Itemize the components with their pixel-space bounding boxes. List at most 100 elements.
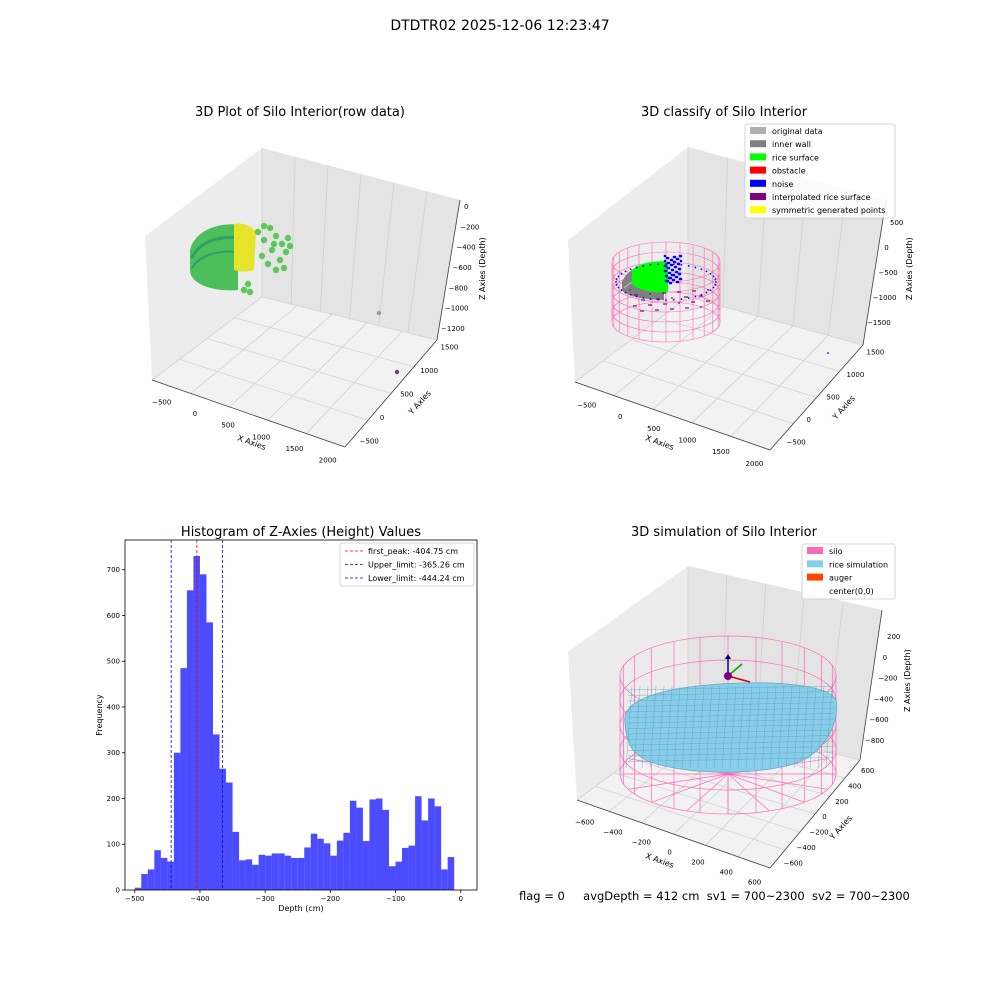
raw-outlier-point: [394, 369, 400, 375]
histogram-bar: [343, 832, 350, 890]
status-avg-depth: avgDepth = 412 cm: [583, 889, 700, 903]
gridline: [632, 758, 816, 815]
classify-noise-point: [678, 254, 682, 258]
gridline: [378, 182, 395, 326]
panel-simulation: 3D simulation of Silo Interior −600 −400 −…: [568, 525, 912, 887]
classify-noise-outlier: [827, 352, 829, 354]
panel-raw-title: 3D Plot of Silo Interior(row data): [195, 105, 405, 120]
classify-noise-point: [665, 256, 669, 260]
histogram-bar: [239, 860, 246, 890]
histogram-x-tick-label: −200: [321, 895, 340, 903]
classify-interpolated-point: [671, 297, 673, 299]
histogram-y-tick-label: 700: [107, 566, 120, 574]
classify-noise-point: [673, 265, 677, 269]
raw-x-tick-label: 1500: [286, 445, 304, 453]
raw-x-tick-label: 0: [193, 410, 197, 418]
classify-interpolated-point: [641, 299, 643, 301]
gridline: [659, 317, 840, 372]
simulation-z-tick-label: 200: [887, 633, 900, 641]
simulation-x-tick-label: −600: [575, 819, 594, 827]
histogram-bar: [408, 845, 416, 890]
histogram-bars: [134, 556, 455, 890]
classify-noise-point: [667, 276, 671, 280]
raw-cloud-stripe: [190, 236, 237, 259]
classify-interpolated-point: [691, 301, 693, 303]
classify-z-tick-label: 500: [890, 219, 903, 227]
raw-z-label: Z Axies (Depth): [478, 237, 487, 300]
simulation-x-tick-label: 200: [691, 859, 704, 867]
classify-noise-point: [615, 283, 618, 286]
classify-noise-point: [672, 263, 675, 266]
raw-y-tick-label: −500: [360, 438, 379, 446]
simulation-center-marker: [724, 654, 751, 683]
histogram-bar: [395, 861, 403, 890]
histogram-bar: [252, 864, 259, 890]
classify-noise-point: [617, 275, 620, 278]
histogram-bar: [297, 857, 305, 890]
histogram-x-tick-label: −500: [125, 895, 144, 903]
simulation-y-tick-label: 200: [835, 798, 848, 806]
gridline: [613, 772, 801, 833]
raw-scatter-point: [270, 240, 278, 248]
classify-noise-point: [677, 272, 681, 276]
classify-legend: original data inner wall rice surface obsta…: [744, 123, 896, 219]
classify-noise-point: [705, 270, 708, 273]
classify-y-axis: [769, 344, 864, 451]
classify-interpolated-point: [678, 302, 680, 304]
classify-noise-point: [664, 274, 668, 278]
raw-z-axis: [436, 199, 461, 341]
gridline: [234, 317, 415, 368]
histogram-legend-label: Lower_limit: -444.24 cm: [368, 574, 465, 583]
classify-interpolated-point: [656, 298, 658, 300]
simulation-y-axis: [769, 759, 861, 869]
simulation-z-tick-label: −400: [874, 695, 893, 703]
simulation-legend-label: silo: [829, 547, 843, 556]
raw-scatter-point: [280, 264, 288, 272]
raw-x-tick-label: 1000: [252, 433, 270, 441]
raw-scatter-point: [268, 246, 276, 254]
classify-noise-point: [672, 260, 676, 264]
classify-y-tick-label: 500: [827, 394, 840, 402]
classify-interpolated-point: [633, 305, 635, 307]
classify-x-tick-label: 1000: [678, 436, 696, 444]
histogram-frame: [124, 539, 478, 891]
histogram-legend: first_peak: -404.75 cm Upper_limit: -365.…: [339, 542, 475, 587]
classify-noise-point: [642, 297, 645, 299]
simulation-x-axis: [576, 799, 771, 869]
histogram-bar: [421, 820, 429, 890]
raw-z-tick-label: −800: [449, 284, 468, 292]
classify-noise-point: [709, 272, 712, 275]
raw-z-tick-label: −1200: [441, 325, 465, 333]
classify-interpolated-point: [677, 291, 679, 293]
histogram-y-tick-label: 200: [107, 795, 120, 803]
histogram-bar: [415, 796, 422, 890]
panel-classify: 3D classify of Silo Interior −500 0 500 100…: [568, 105, 914, 468]
raw-y-tick-label: 1000: [420, 367, 438, 375]
status-line: flag = 0 avgDepth = 412 cm sv1 = 700~230…: [519, 889, 910, 903]
classify-noise-point: [667, 271, 671, 275]
classify-interpolated-point: [692, 290, 694, 292]
raw-scatter-point: [246, 288, 254, 296]
raw-y-tick-label: 1500: [441, 343, 459, 351]
raw-scatter-point: [278, 240, 286, 248]
classify-interpolated-point: [687, 307, 689, 309]
histogram-bar: [206, 622, 213, 890]
classify-legend-label: obstacle: [772, 167, 806, 176]
simulation-legend-swatch: [807, 586, 823, 594]
raw-x-tick-label: 2000: [319, 456, 337, 464]
classify-noise-point: [694, 266, 697, 269]
histogram-bar: [167, 861, 174, 890]
classify-interpolated-points: [629, 289, 710, 312]
classify-interpolated-point: [672, 308, 674, 310]
classify-y-tick-label: 0: [807, 416, 811, 424]
classify-interpolated-point: [686, 296, 688, 298]
classify-noise-point: [674, 270, 678, 274]
classify-interpolated-point: [640, 310, 642, 312]
classify-rice-surface: [632, 261, 668, 293]
classify-x-axis: [574, 381, 771, 451]
classify-interpolated-point: [708, 300, 710, 302]
classify-noise-point: [668, 281, 672, 285]
histogram-bar: [160, 857, 168, 890]
simulation-y-tick-label: −400: [797, 844, 816, 852]
